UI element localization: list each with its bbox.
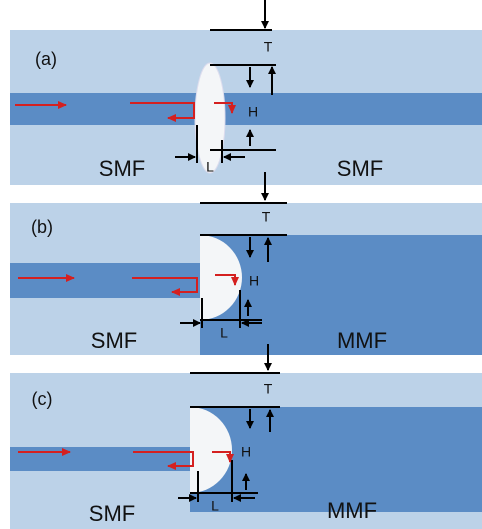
dim-l: L (211, 498, 219, 514)
right-fiber: SMF (337, 156, 383, 181)
dim-h: H (248, 104, 258, 120)
dim-t: T (262, 209, 271, 225)
dim-t: T (264, 39, 273, 55)
dim-l: L (220, 325, 228, 341)
left-fiber: SMF (91, 328, 137, 353)
panel-b: (b) T H L SMF MMF (10, 172, 482, 355)
left-fiber: SMF (99, 156, 145, 181)
panel-label: (b) (31, 217, 53, 237)
panel-a: (a) T H L SMF SMF (10, 0, 482, 185)
right-fiber: MMF (337, 328, 387, 353)
diagram: (a) T H L SMF SMF (b) T H L SMF MMF (0, 0, 482, 529)
panel-label: (c) (32, 389, 53, 409)
panel-label: (a) (35, 49, 57, 69)
dim-t: T (264, 381, 273, 397)
dim-h: H (249, 273, 259, 289)
dim-h: H (241, 444, 251, 460)
panel-c: (c) T H L SMF MMF (10, 344, 482, 529)
right-fiber: MMF (327, 498, 377, 523)
dim-l: L (206, 159, 214, 175)
left-fiber: SMF (89, 501, 135, 526)
